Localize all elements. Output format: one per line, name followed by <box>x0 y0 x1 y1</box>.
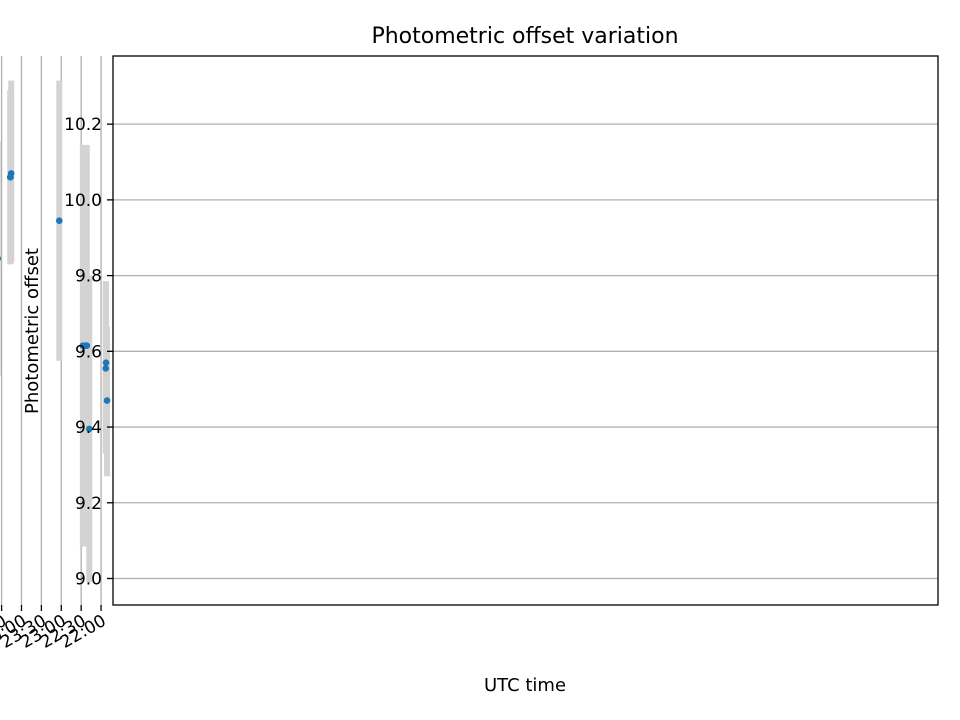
data-point <box>79 342 87 349</box>
y-tick-label: 9.0 <box>75 569 102 589</box>
y-axis-label: Photometric offset <box>22 248 43 414</box>
data-point <box>102 359 110 366</box>
y-tick-label: 10.2 <box>64 115 102 135</box>
data-point <box>102 365 110 372</box>
chart-title: Photometric offset variation <box>371 24 678 49</box>
grid <box>0 56 938 605</box>
data-points <box>0 170 111 433</box>
data-point <box>103 397 111 404</box>
data-point <box>85 425 93 433</box>
y-axis-ticks: 9.0 9.2 9.4 9.6 9.8 10.0 10.2 <box>64 115 113 589</box>
data-point <box>55 217 63 224</box>
y-tick-label: 9.2 <box>75 494 102 514</box>
x-axis-label: UTC time <box>484 675 566 696</box>
y-tick-label: 10.0 <box>64 191 102 211</box>
y-tick-label: 9.6 <box>75 342 102 362</box>
data-point <box>6 173 14 181</box>
y-tick-label: 9.8 <box>75 267 102 287</box>
plot-frame <box>112 55 939 606</box>
y-tick-label: 9.4 <box>75 418 102 438</box>
data-point <box>0 256 2 261</box>
